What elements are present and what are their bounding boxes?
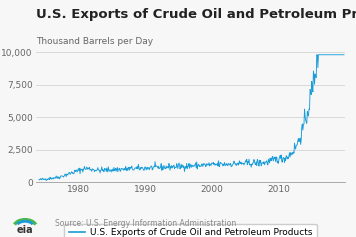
Text: eia: eia — [17, 225, 33, 235]
Text: Source: U.S. Energy Information Administration: Source: U.S. Energy Information Administ… — [55, 219, 236, 228]
Text: U.S. Exports of Crude Oil and Petroleum Products: U.S. Exports of Crude Oil and Petroleum … — [36, 8, 356, 21]
Legend: U.S. Exports of Crude Oil and Petroleum Products: U.S. Exports of Crude Oil and Petroleum … — [64, 223, 316, 237]
Text: Thousand Barrels per Day: Thousand Barrels per Day — [36, 37, 153, 46]
